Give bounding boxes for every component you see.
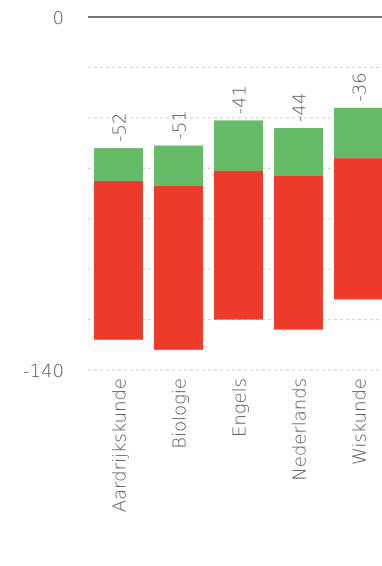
bar-segment xyxy=(94,180,143,340)
value-label: -36 xyxy=(350,72,371,101)
bar-segment xyxy=(334,107,382,159)
value-label: -44 xyxy=(290,93,311,122)
bar-segment xyxy=(154,145,203,186)
bar-segment xyxy=(214,120,263,171)
x-tick-label: Nederlands xyxy=(290,378,311,481)
bar-segment xyxy=(214,170,263,320)
y-tick-label: -140 xyxy=(23,361,64,382)
value-label: -41 xyxy=(230,85,251,114)
y-tick-label: 0 xyxy=(53,8,64,29)
x-tick-label: Engels xyxy=(230,378,251,437)
x-tick-label: Biologie xyxy=(170,378,191,449)
bar-segment xyxy=(274,175,323,330)
x-tick-label: Wiskunde xyxy=(350,378,371,465)
bar-segment xyxy=(154,185,203,350)
bar-segment xyxy=(94,148,143,181)
value-label: -52 xyxy=(110,113,131,142)
value-label: -51 xyxy=(170,110,191,139)
bar-segment xyxy=(334,158,382,300)
x-tick-label: Aardrijkskunde xyxy=(110,378,131,512)
bar-segment xyxy=(274,127,323,176)
